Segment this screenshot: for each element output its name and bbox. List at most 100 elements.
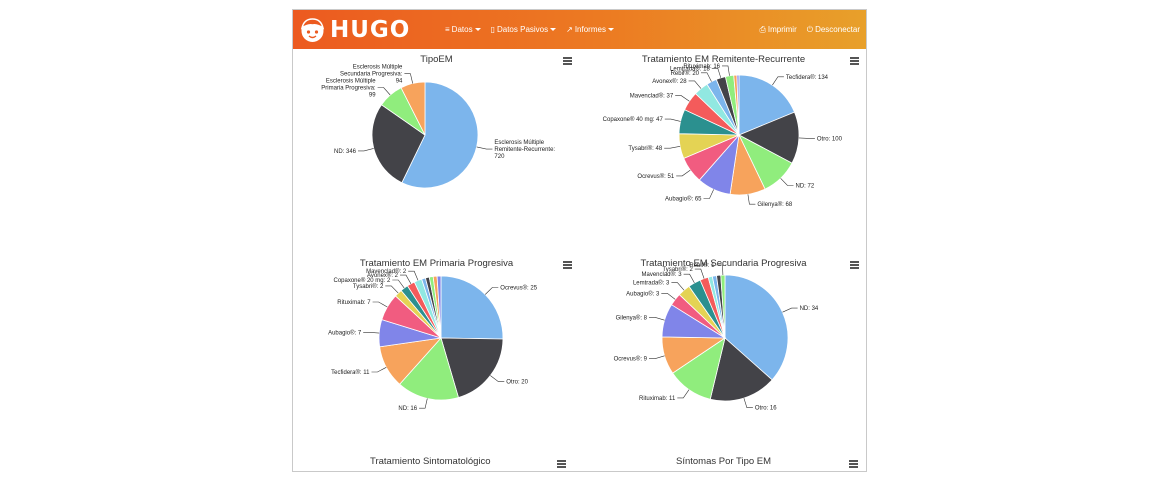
chart-title: Tratamiento EM Secundaria Progresiva bbox=[640, 258, 807, 269]
chart-panel-tratamiento-em-remitente-recurrente: Tratamiento EM Remitente-Recurrente bbox=[580, 52, 866, 257]
menu-label: Datos bbox=[451, 25, 473, 34]
mobile-icon: ▯ bbox=[490, 25, 495, 34]
printer-icon: ⎙ bbox=[759, 24, 766, 34]
logo[interactable]: HUGO bbox=[299, 17, 410, 43]
data-label-esclerosis-m-ltiple-remitente-recurrente: Esclerosis Múltiple Remitente-Recurrente:… bbox=[494, 140, 555, 160]
connector-line bbox=[722, 65, 730, 76]
connector-line bbox=[677, 389, 690, 399]
power-icon: ⏻ bbox=[806, 24, 814, 34]
charts-canvas: Esclerosis Múltiple Remitente-Recurrente:… bbox=[321, 64, 843, 412]
connector-line bbox=[385, 285, 399, 294]
data-label-lemtrada: Lemtrada®: 18 bbox=[670, 65, 710, 72]
menu-datos-pasivos[interactable]: ▯ Datos Pasivos bbox=[491, 25, 557, 34]
connector-line bbox=[490, 375, 505, 382]
menu-label: Datos Pasivos bbox=[496, 25, 549, 34]
chart-menu-icon[interactable] bbox=[557, 460, 566, 469]
pie-slice-rebif[interactable] bbox=[720, 274, 726, 339]
pie-slice-tecfidera[interactable] bbox=[738, 74, 795, 136]
data-label-rituximab: Rituximab: 16 bbox=[683, 64, 720, 70]
connector-line bbox=[400, 274, 412, 284]
connector-line bbox=[703, 189, 714, 199]
caret-down-icon bbox=[550, 28, 557, 31]
connector-line bbox=[649, 317, 665, 321]
chart-icon: ↗ bbox=[566, 25, 573, 34]
pie-slice-nd[interactable] bbox=[724, 274, 789, 381]
data-label-nd: ND: 346 bbox=[334, 149, 357, 155]
data-label-esclerosis-m-ltiple-primaria-progresiva: Esclerosis Múltiple Primaria Progresiva: 9… bbox=[321, 79, 376, 99]
connector-line bbox=[780, 178, 794, 186]
pie-slice-other[interactable] bbox=[436, 275, 442, 339]
connector-line bbox=[649, 355, 665, 359]
connector-line bbox=[661, 293, 676, 300]
data-label-copaxone-40-mg: Copaxone® 40 mg: 47 bbox=[603, 116, 664, 123]
data-label-aubagio: Aubagio®: 3 bbox=[626, 290, 660, 297]
data-label-rebif: Rebif®: 20 bbox=[671, 70, 700, 77]
pie-tratamiento-em-primaria-progresiva: Ocrevus®: 25 Otro: 20 ND: 16 Tecfidera®: 11… bbox=[328, 268, 538, 412]
connector-line bbox=[404, 73, 413, 84]
chart-menu-icon[interactable] bbox=[563, 57, 572, 66]
data-label-rituximab: Rituximab: 11 bbox=[639, 396, 676, 402]
chart-title: TipoEM bbox=[420, 54, 453, 65]
connector-line bbox=[664, 146, 681, 149]
chart-title-sintomas-tipo-em: Síntomas Por Tipo EM bbox=[676, 456, 772, 467]
connector-line bbox=[371, 367, 387, 373]
chart-panel-tratamiento-em-secundaria-progresiva: Tratamiento EM Secundaria Progresiva bbox=[580, 256, 866, 461]
connector-line bbox=[675, 95, 690, 102]
connector-line bbox=[683, 273, 695, 284]
chart-menu-icon[interactable] bbox=[563, 261, 572, 270]
pie-slice-nd[interactable] bbox=[371, 104, 426, 184]
chart-menu-icon[interactable] bbox=[850, 57, 859, 66]
connector-line bbox=[372, 301, 388, 308]
chart-panel-tratamiento-em-primaria-progresiva: Tratamiento EM Primaria Progresiva bbox=[293, 256, 580, 461]
pie-slice-esclerosis-m-ltiple-secundaria-progresiva[interactable] bbox=[400, 81, 426, 136]
menu-informes[interactable]: ↗ Informes bbox=[566, 25, 614, 34]
pie-tratamiento-em-remitente-recurrente: Tecfidera®: 134 Otro: 100 ND: 72 Gilenya®: … bbox=[603, 64, 843, 208]
logo-text: HUGO bbox=[330, 17, 411, 43]
connector-line bbox=[476, 146, 493, 150]
data-label-copaxone-20-mg: Copaxone® 20 mg: 2 bbox=[334, 277, 391, 284]
data-label-avonex: Avonex®: 2 bbox=[367, 272, 399, 279]
chart-menu-icon[interactable] bbox=[850, 261, 859, 270]
navbar: HUGO ≡ Datos ▯ Datos Pasivos ↗ Informes ⎙ Impr… bbox=[293, 10, 866, 49]
imprimir-button[interactable]: ⎙ Imprimir bbox=[759, 25, 796, 35]
connector-line bbox=[676, 169, 691, 177]
pie-slice-ocrevus[interactable] bbox=[440, 275, 504, 340]
data-label-ocrevus: Ocrevus®: 9 bbox=[614, 356, 648, 363]
pie-slice-otro[interactable] bbox=[709, 337, 773, 402]
connector-line bbox=[484, 287, 499, 295]
user-actions: ⎙ Imprimir ⏻ Desconectar bbox=[749, 10, 860, 49]
menu-datos[interactable]: ≡ Datos bbox=[445, 25, 481, 34]
data-label-mavenclad: Mavenclad®: 37 bbox=[630, 93, 674, 100]
connector-line bbox=[716, 264, 724, 276]
data-label-otro: Otro: 20 bbox=[506, 380, 528, 386]
connector-line bbox=[772, 76, 784, 86]
data-label-nd: ND: 34 bbox=[800, 306, 819, 312]
data-label-tecfidera: Tecfidera®: 11 bbox=[331, 369, 370, 376]
connector-line bbox=[798, 137, 815, 139]
connector-line bbox=[747, 194, 756, 205]
data-label-aubagio: Aubagio®: 7 bbox=[328, 329, 362, 336]
pie-slice-esclerosis-m-ltiple-remitente-recurrente[interactable] bbox=[401, 81, 479, 189]
database-icon: ≡ bbox=[445, 25, 450, 34]
connector-line bbox=[377, 87, 391, 96]
data-label-tecfidera: Tecfidera®: 134 bbox=[786, 74, 829, 81]
pie-slice-nd[interactable] bbox=[399, 337, 459, 401]
data-label-avonex: Avonex®: 28 bbox=[652, 78, 687, 85]
chart-menu-icon[interactable] bbox=[849, 460, 858, 469]
data-label-nd: ND: 72 bbox=[796, 184, 815, 190]
hugo-face-icon bbox=[300, 18, 325, 42]
caret-down-icon bbox=[607, 28, 614, 31]
data-label-mavenclad: Mavenclad®: 2 bbox=[366, 268, 407, 275]
desconectar-button[interactable]: ⏻ Desconectar bbox=[807, 25, 860, 35]
data-label-gilenya: Gilenya®: 8 bbox=[616, 314, 648, 321]
pie-slice-otro[interactable] bbox=[738, 111, 800, 164]
chart-title: Tratamiento EM Primaria Progresiva bbox=[359, 258, 514, 269]
data-label-tysabri: Tysabri®: 48 bbox=[628, 145, 662, 152]
pie-tratamiento-em-secundaria-progresiva: ND: 34 Otro: 16 Rituximab: 11 Ocrevus®: 9 Gi… bbox=[614, 262, 819, 412]
pie-slice-other[interactable] bbox=[736, 74, 740, 136]
data-label-otro: Otro: 16 bbox=[755, 406, 777, 412]
data-label-esclerosis-m-ltiple-secundaria-progresiva: Esclerosis Múltiple Secundaria Progresiva… bbox=[340, 65, 403, 85]
data-label-ocrevus: Ocrevus®: 25 bbox=[500, 285, 537, 292]
data-label-gilenya: Gilenya®: 68 bbox=[757, 201, 792, 208]
data-label-otro: Otro: 100 bbox=[817, 136, 843, 142]
